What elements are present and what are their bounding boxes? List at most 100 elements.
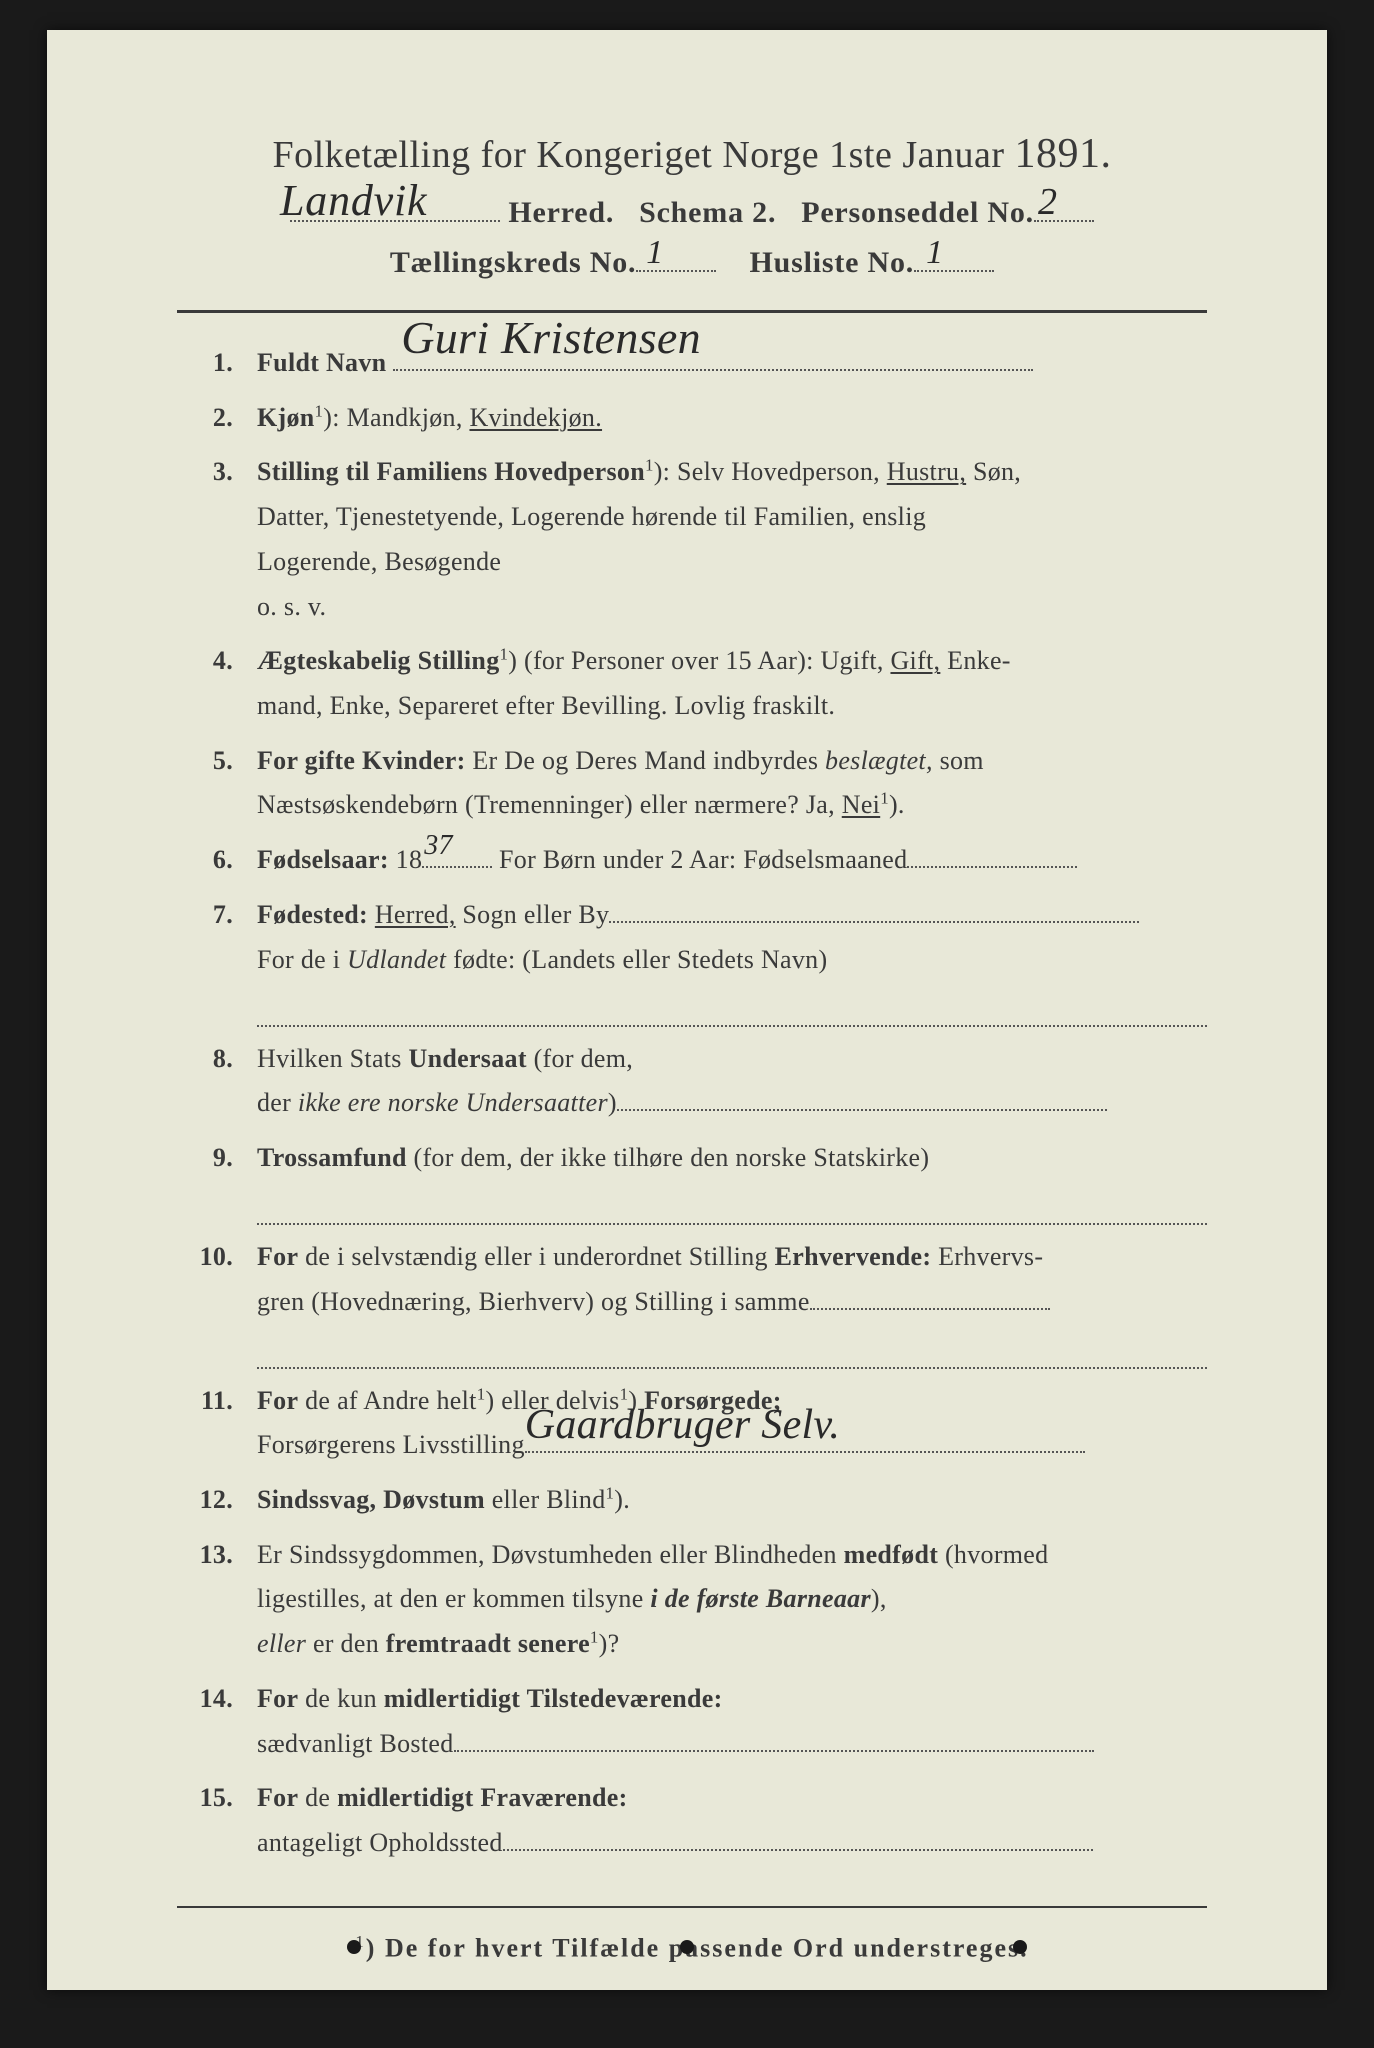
item-3: 3. Stilling til Familiens Hovedperson1):… [177,450,1207,629]
item-6-prefix: 18 [389,845,422,874]
husliste-no-field: 1 [914,270,994,272]
item-5-sup: 1 [880,789,889,808]
item-7-num: 7. [177,893,257,1027]
husliste-label: Husliste No. [750,246,915,279]
item-13-em1: i de første Barneaar [650,1584,871,1613]
item-13-cont2c: )? [599,1629,620,1658]
item-13-line1a: Er Sindssygdommen, Døvstumheden eller Bl… [257,1540,844,1569]
item-15-cont1: antageligt Opholdssted [257,1828,503,1857]
title-prefix: Folketælling for Kongeriget Norge 1ste J… [272,134,1014,176]
item-8-dots [617,1088,1107,1111]
item-4-rest2: Enke- [940,646,1010,675]
item-10-body: For de i selvstændig eller i underordnet… [257,1235,1207,1369]
personseddel-label: Personseddel No. [801,196,1034,229]
item-12-num: 12. [177,1478,257,1523]
item-8-cont1a: der [257,1088,298,1117]
item-15-bold2: midlertidigt Fraværende: [337,1783,628,1812]
item-2-underlined: Kvindekjøn. [469,403,602,432]
item-8-line1: Hvilken Stats [257,1044,409,1073]
item-6-body: Fødselsaar: 1837 For Børn under 2 Aar: F… [257,838,1207,883]
item-4: 4. Ægteskabelig Stilling1) (for Personer… [177,639,1207,728]
item-5-label: For gifte Kvinder: [257,746,466,775]
item-7: 7. Fødested: Herred, Sogn eller By For d… [177,893,1207,1027]
item-8: 8. Hvilken Stats Undersaat (for dem, der… [177,1037,1207,1126]
husliste-no-handwritten: 1 [926,234,944,272]
item-4-rest1: ) (for Personer over 15 Aar): Ugift, [508,646,890,675]
item-8-cont1b: ) [608,1088,617,1117]
item-11-rest1: de af Andre helt [298,1386,476,1415]
item-7-cont1a: For de i [257,945,347,974]
item-13-body: Er Sindssygdommen, Døvstumheden eller Bl… [257,1533,1207,1667]
item-12-rest2: ). [614,1485,630,1514]
item-15-dots [503,1828,1093,1851]
item-11: 11. For de af Andre helt1) eller delvis1… [177,1379,1207,1468]
item-14-cont1: sædvanligt Bosted [257,1729,454,1758]
item-15: 15. For de midlertidigt Fraværende: anta… [177,1776,1207,1865]
item-10-bold: For [257,1242,298,1271]
item-13-cont2a: eller [257,1629,306,1658]
item-3-cont3: o. s. v. [257,592,326,621]
item-10-cont1: gren (Hovednæring, Bierhverv) og Stillin… [257,1287,810,1316]
item-10: 10. For de i selvstændig eller i underor… [177,1235,1207,1369]
item-3-cont2: Logerende, Besøgende [257,547,501,576]
item-3-cont1: Datter, Tjenestetyende, Logerende hørend… [257,502,926,531]
item-4-label: Ægteskabelig Stilling [257,646,500,675]
item-5-em1: beslægtet, [825,746,933,775]
item-10-dots-2 [257,1324,1207,1368]
item-6-dots [907,845,1077,868]
item-7-cont1b: fødte: (Landets eller Stedets Navn) [446,945,827,974]
item-3-label: Stilling til Familiens Hovedperson [257,457,645,486]
item-12-rest: eller Blind [485,1485,606,1514]
item-14-body: For de kun midlertidigt Tilstedeværende:… [257,1677,1207,1766]
item-11-num: 11. [177,1379,257,1468]
item-4-num: 4. [177,639,257,728]
herred-field: Landvik [290,220,500,222]
item-2: 2. Kjøn1): Mandkjøn, Kvindekjøn. [177,396,1207,441]
fuldt-navn-field: Guri Kristensen [393,369,1033,371]
schema-label: Schema 2. [639,196,776,229]
item-8-bold1: Undersaat [409,1044,527,1073]
taellingskreds-no-field: 1 [636,270,716,272]
item-13-bold1: medfødt [844,1540,939,1569]
title-line: Folketælling for Kongeriget Norge 1ste J… [177,130,1207,178]
item-13-num: 13. [177,1533,257,1667]
item-4-sup: 1 [500,645,509,664]
item-10-rest1: de i selvstændig eller i underordnet Sti… [298,1242,774,1271]
item-5-cont1b: ). [889,790,905,819]
item-5-body: For gifte Kvinder: Er De og Deres Mand i… [257,739,1207,828]
item-10-bold2: Erhvervende: [775,1242,932,1271]
item-5: 5. For gifte Kvinder: Er De og Deres Man… [177,739,1207,828]
item-13-cont1a: ligestilles, at den er kommen tilsyne [257,1584,650,1613]
item-13-line1b: (hvormed [938,1540,1048,1569]
item-1: 1. Fuldt Navn Guri Kristensen [177,341,1207,386]
item-3-underlined: Hustru, [887,457,966,486]
item-12: 12. Sindssvag, Døvstum eller Blind1). [177,1478,1207,1523]
item-3-num: 3. [177,450,257,629]
item-9-rest: (for dem, der ikke tilhøre den norske St… [407,1143,930,1172]
item-2-rest: ): Mandkjøn, [323,403,469,432]
item-14-dots [454,1728,1094,1751]
item-1-num: 1. [177,341,257,386]
item-1-body: Fuldt Navn Guri Kristensen [257,341,1207,386]
item-15-rest1: de [298,1783,337,1812]
item-5-underlined: Nei [842,790,880,819]
census-form-page: Folketælling for Kongeriget Norge 1ste J… [47,30,1327,1990]
item-2-body: Kjøn1): Mandkjøn, Kvindekjøn. [257,396,1207,441]
item-9: 9. Trossamfund (for dem, der ikke tilhør… [177,1136,1207,1225]
item-7-label: Fødested: [257,900,368,929]
item-4-underlined: Gift, [890,646,940,675]
item-7-underlined: Herred, [375,900,456,929]
item-14-bold2: midlertidigt Tilstedeværende: [384,1684,723,1713]
herred-handwritten: Landvik [280,175,427,226]
header-line-2: Landvik Herred. Schema 2. Personseddel N… [177,196,1207,230]
item-6-num: 6. [177,838,257,883]
item-15-num: 15. [177,1776,257,1865]
item-13: 13. Er Sindssygdommen, Døvstumheden elle… [177,1533,1207,1667]
item-3-body: Stilling til Familiens Hovedperson1): Se… [257,450,1207,629]
item-2-sup: 1 [315,401,324,420]
item-9-dots [257,1181,1207,1225]
item-14: 14. For de kun midlertidigt Tilstedevære… [177,1677,1207,1766]
item-6-label: Fødselsaar: [257,845,389,874]
item-8-em1: ikke ere norske Undersaatter [298,1088,608,1117]
fuldt-navn-handwritten: Guri Kristensen [401,298,701,377]
